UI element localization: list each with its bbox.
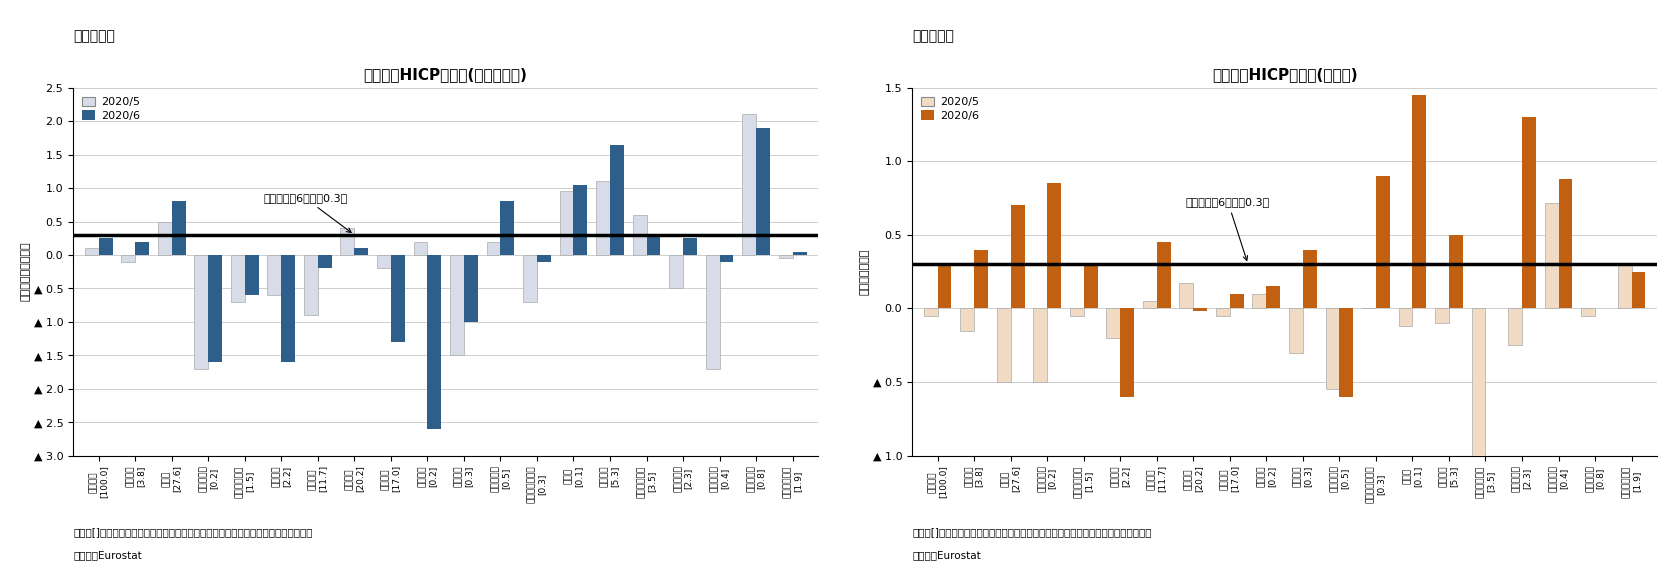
- Bar: [611, 144, 624, 255]
- Bar: [792, 251, 807, 255]
- Bar: [596, 182, 611, 255]
- Text: ユーロ圈（6月）：0.3％: ユーロ圈（6月）：0.3％: [1186, 197, 1270, 261]
- Text: （資料）Eurostat: （資料）Eurostat: [913, 550, 980, 560]
- Bar: [341, 228, 354, 255]
- Text: （図表５）: （図表５）: [913, 29, 953, 43]
- Bar: [245, 255, 258, 295]
- Bar: [574, 184, 587, 255]
- Bar: [1618, 264, 1631, 308]
- Bar: [1581, 308, 1596, 316]
- Text: （図表４）: （図表４）: [74, 29, 116, 43]
- Text: （注）[]はユーロ圈１９か国に対するウェイト、オーストリアは最新月のデータなし: （注）[]はユーロ圈１９か国に対するウェイト、オーストリアは最新月のデータなし: [913, 527, 1151, 537]
- Bar: [1193, 308, 1206, 311]
- Bar: [304, 255, 317, 315]
- Bar: [670, 255, 683, 289]
- Bar: [428, 255, 441, 429]
- Bar: [136, 242, 149, 255]
- Y-axis label: （前年同月比、％）: （前年同月比、％）: [20, 242, 30, 301]
- Bar: [463, 255, 478, 322]
- Bar: [1180, 283, 1193, 308]
- Bar: [1267, 286, 1280, 308]
- Bar: [524, 255, 537, 302]
- Bar: [975, 250, 988, 308]
- Bar: [1121, 308, 1134, 397]
- Bar: [1106, 308, 1121, 338]
- Bar: [1010, 205, 1025, 308]
- Bar: [232, 255, 245, 302]
- Bar: [1545, 203, 1559, 308]
- Text: （資料）Eurostat: （資料）Eurostat: [74, 550, 143, 560]
- Bar: [742, 115, 757, 255]
- Bar: [1339, 308, 1352, 397]
- Bar: [158, 222, 171, 255]
- Bar: [86, 249, 99, 255]
- Bar: [779, 255, 792, 258]
- Bar: [282, 255, 295, 362]
- Bar: [267, 255, 282, 295]
- Bar: [923, 308, 938, 316]
- Bar: [1472, 308, 1485, 456]
- Bar: [560, 191, 574, 255]
- Bar: [1289, 308, 1302, 353]
- Bar: [391, 255, 404, 342]
- Bar: [1398, 308, 1413, 326]
- Bar: [1559, 179, 1572, 308]
- Bar: [646, 235, 661, 255]
- Bar: [450, 255, 463, 355]
- Bar: [1509, 308, 1522, 345]
- Title: ユーロ圈HICP上昇率(前年同月比): ユーロ圈HICP上昇率(前年同月比): [364, 68, 527, 83]
- Bar: [1230, 294, 1243, 308]
- Bar: [1522, 117, 1535, 308]
- Title: ユーロ圈HICP上昇率(前月比): ユーロ圈HICP上昇率(前月比): [1212, 68, 1358, 83]
- Bar: [1326, 308, 1339, 389]
- Bar: [99, 238, 112, 255]
- Legend: 2020/5, 2020/6: 2020/5, 2020/6: [918, 93, 982, 124]
- Bar: [960, 308, 975, 331]
- Bar: [1217, 308, 1230, 316]
- Bar: [1047, 183, 1060, 308]
- Bar: [1302, 250, 1317, 308]
- Bar: [195, 255, 208, 368]
- Bar: [683, 238, 696, 255]
- Bar: [938, 264, 951, 308]
- Bar: [487, 242, 500, 255]
- Bar: [757, 128, 770, 255]
- Bar: [1631, 272, 1646, 308]
- Bar: [121, 255, 136, 262]
- Bar: [1252, 294, 1267, 308]
- Bar: [720, 255, 733, 262]
- Bar: [1071, 308, 1084, 316]
- Text: ユーロ圈（6月）：0.3％: ユーロ圈（6月）：0.3％: [263, 193, 351, 232]
- Text: （注）[]はユーロ圈１９か国に対するウェイト、オーストリアは最新月のデータなし: （注）[]はユーロ圈１９か国に対するウェイト、オーストリアは最新月のデータなし: [74, 527, 312, 537]
- Bar: [633, 215, 646, 255]
- Bar: [1084, 264, 1097, 308]
- Bar: [413, 242, 428, 255]
- Bar: [317, 255, 332, 268]
- Bar: [1143, 301, 1156, 308]
- Y-axis label: （前月比、％）: （前月比、％）: [859, 249, 869, 295]
- Bar: [1450, 235, 1463, 308]
- Legend: 2020/5, 2020/6: 2020/5, 2020/6: [79, 93, 143, 124]
- Bar: [1156, 242, 1171, 308]
- Bar: [706, 255, 720, 368]
- Bar: [171, 201, 186, 255]
- Bar: [354, 249, 367, 255]
- Bar: [1376, 176, 1389, 308]
- Bar: [1034, 308, 1047, 382]
- Bar: [378, 255, 391, 268]
- Bar: [1435, 308, 1450, 323]
- Bar: [997, 308, 1010, 382]
- Bar: [208, 255, 221, 362]
- Bar: [537, 255, 550, 262]
- Bar: [1413, 95, 1426, 308]
- Bar: [500, 201, 515, 255]
